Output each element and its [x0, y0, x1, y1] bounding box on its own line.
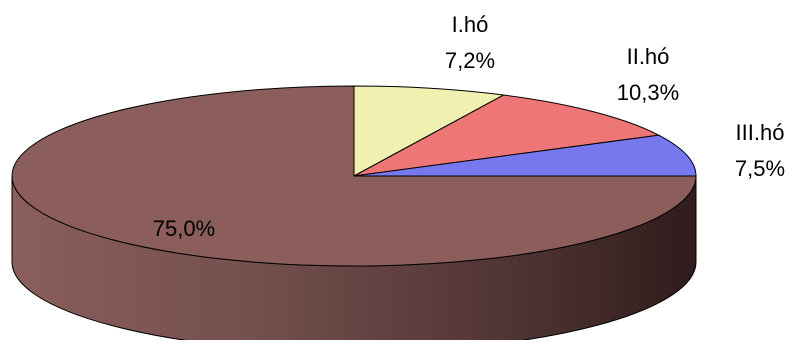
slice-name-label: I.hó — [452, 12, 489, 37]
pie-slice-iiihó — [353, 134, 697, 177]
slice-value-label: 7,5% — [735, 156, 785, 181]
slice-value-label: 10,3% — [617, 80, 679, 105]
pie-labels: I.hó 7,2% II.hó 10,3% III.hó 7,5% 75,0% — [153, 12, 785, 241]
slice-name-label: II.hó — [627, 44, 670, 69]
slice-value-label: 7,2% — [445, 48, 495, 73]
slice-value-label: 75,0% — [153, 216, 215, 241]
pie-top — [11, 85, 697, 267]
slice-name-label: III.hó — [736, 120, 785, 145]
pie-slice-remainder — [11, 85, 697, 267]
pie-slice-iihó — [353, 94, 661, 177]
pie-slice-ihó — [353, 85, 506, 177]
